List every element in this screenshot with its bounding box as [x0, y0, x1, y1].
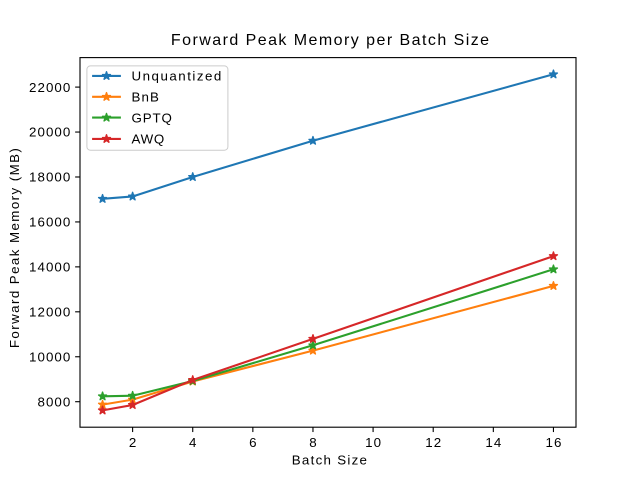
svg-text:2: 2 — [129, 435, 137, 450]
svg-text:8000: 8000 — [37, 394, 71, 409]
svg-text:20000: 20000 — [29, 125, 71, 140]
svg-text:10: 10 — [365, 435, 382, 450]
svg-text:Batch Size: Batch Size — [292, 453, 369, 468]
svg-text:16: 16 — [546, 435, 563, 450]
svg-text:12000: 12000 — [29, 305, 71, 320]
svg-text:Forward Peak Memory per Batch: Forward Peak Memory per Batch Size — [171, 32, 491, 49]
svg-text:14: 14 — [485, 435, 502, 450]
svg-text:8: 8 — [309, 435, 317, 450]
svg-text:16000: 16000 — [29, 215, 71, 230]
svg-text:22000: 22000 — [29, 80, 71, 95]
svg-text:14000: 14000 — [29, 260, 71, 275]
svg-text:BnB: BnB — [132, 90, 161, 105]
svg-text:12: 12 — [425, 435, 442, 450]
svg-text:AWQ: AWQ — [132, 132, 165, 147]
svg-text:Unquantized: Unquantized — [132, 69, 223, 84]
svg-text:Forward Peak Memory (MB): Forward Peak Memory (MB) — [7, 147, 22, 348]
svg-text:6: 6 — [249, 435, 257, 450]
svg-text:10000: 10000 — [29, 349, 71, 364]
svg-text:GPTQ: GPTQ — [132, 110, 173, 125]
svg-text:4: 4 — [189, 435, 197, 450]
svg-text:18000: 18000 — [29, 170, 71, 185]
